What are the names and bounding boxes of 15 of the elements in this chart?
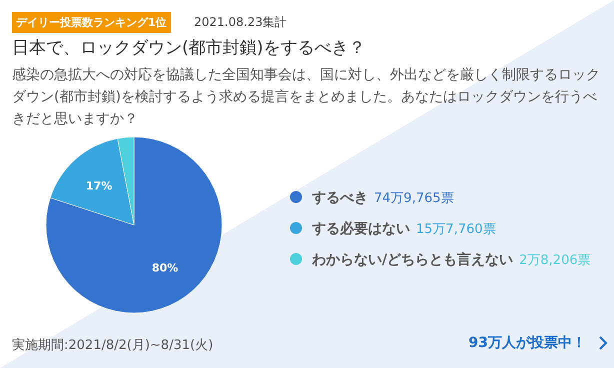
text: 実施期間:2021/8/2(月)~8/31(火) <box>12 337 214 354</box>
text: 15万7,760票 <box>416 222 496 237</box>
legend-label: するべき <box>311 190 368 206</box>
data-label: 17% <box>86 179 112 192</box>
legend-label: する必要はない <box>311 220 410 237</box>
text: 2021.08.23集計 <box>194 14 287 31</box>
data-label: 80% <box>152 262 178 275</box>
text: 93万人が投票中！ <box>468 334 586 352</box>
text: デイリー投票数ランキング1位 <box>12 12 171 33</box>
text: 2万8,206票 <box>519 253 591 268</box>
chart-subtitle: 感染の急拡大への対応を協議した全国知事会は、国に対し、外出などを厳しく制限するロックダウン(都市封鎖)を検討するよう求める提言をまとめました。あなたはロックダウンを行うべきだと思いますか？ <box>12 66 601 129</box>
text: 74万9,765票 <box>374 191 454 206</box>
chart-title: 日本で、ロックダウン(都市封鎖)をするべき？ <box>12 37 366 59</box>
pie-slice <box>46 136 222 314</box>
legend-label: わからない/どちらとも言えない <box>311 251 514 268</box>
